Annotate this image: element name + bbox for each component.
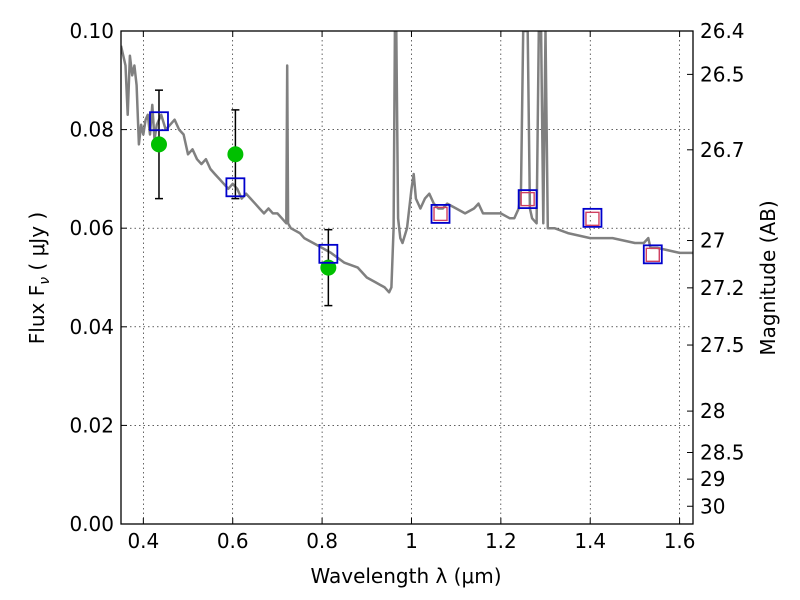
y-axis-title-main: Flux F <box>25 285 49 344</box>
x-tick-label: 0.8 <box>306 529 338 553</box>
y2-tick-label: 26.4 <box>700 19 745 43</box>
model-point <box>149 111 169 132</box>
model-point-inner <box>520 191 535 207</box>
model-point <box>582 207 603 228</box>
y2-tick-label: 30 <box>700 494 725 518</box>
y-tick-label: 0.00 <box>69 512 114 536</box>
x-tick-label: 0.6 <box>217 529 249 553</box>
y2-tick-label: 26.5 <box>700 62 745 86</box>
observed-point <box>227 146 244 163</box>
y-axis-title: Flux Fν ( μJy ) <box>25 212 53 344</box>
observed-point <box>320 259 337 276</box>
grid <box>121 31 693 524</box>
model-point <box>225 177 246 198</box>
model-point <box>430 204 451 224</box>
y2-tick-label: 27.5 <box>700 333 745 357</box>
model-point-inner <box>433 206 448 222</box>
y2-tick-label: 28.5 <box>700 441 745 465</box>
y-tick-label: 0.08 <box>69 118 114 142</box>
x-tick-label: 1.4 <box>574 529 606 553</box>
axis-ticks: 0.4 0.6 0.8 1 1.2 1.4 1.6 0.00 0.02 0.04 0.06 0.08 0… <box>69 19 744 553</box>
y-tick-label: 0.10 <box>69 19 114 43</box>
y2-tick-label: 26.7 <box>700 138 745 162</box>
y2-tick-label: 28 <box>700 399 725 423</box>
y-axis-title-unit: ( μJy ) <box>25 212 49 277</box>
spectrum-line <box>121 31 693 294</box>
x-tick-label: 1.6 <box>664 529 696 553</box>
y2-tick-label: 27.2 <box>700 276 745 300</box>
model-point <box>318 243 339 264</box>
model-point-inner <box>585 211 600 227</box>
y2-tick-label: 27 <box>700 229 725 253</box>
model-point-inner <box>645 247 660 263</box>
x-tick-label: 0.4 <box>127 529 159 553</box>
y-axis-title-sub: ν <box>37 277 53 285</box>
y2-tick-label: 29 <box>700 467 725 491</box>
plot-frame <box>120 30 694 525</box>
x-tick-label: 1.2 <box>485 529 517 553</box>
y2-axis-title: Magnitude (AB) <box>756 200 780 355</box>
observed-point <box>150 136 167 153</box>
y-tick-label: 0.04 <box>69 315 114 339</box>
x-tick-label: 1 <box>405 529 418 553</box>
plot-content <box>121 31 693 307</box>
model-point <box>642 244 663 265</box>
y-tick-label: 0.02 <box>69 413 114 437</box>
y-tick-label: 0.06 <box>69 216 114 240</box>
x-axis-title: Wavelength λ (μm) <box>310 564 501 588</box>
model-point <box>517 189 538 210</box>
